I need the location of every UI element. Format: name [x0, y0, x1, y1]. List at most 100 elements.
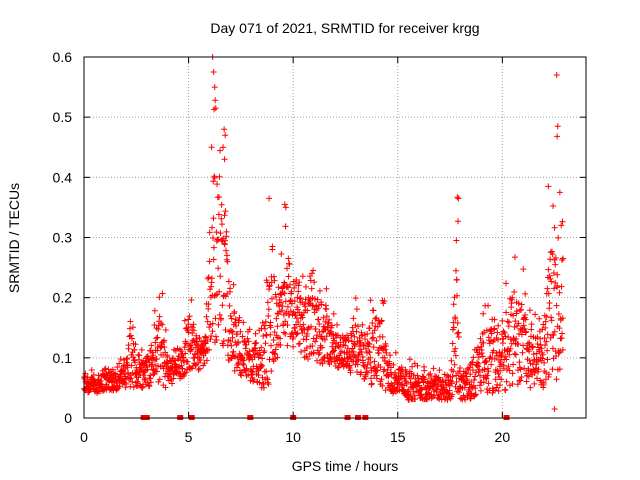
data-point	[185, 329, 192, 336]
data-point	[407, 390, 414, 397]
data-point-outlier	[266, 195, 273, 202]
data-point	[360, 341, 367, 348]
data-point	[559, 218, 566, 225]
data-point	[226, 302, 233, 309]
data-point	[503, 309, 510, 316]
data-point	[209, 235, 216, 242]
data-point	[269, 243, 276, 250]
data-point	[150, 371, 157, 378]
data-point	[558, 257, 565, 264]
data-point	[271, 329, 278, 336]
data-point	[484, 385, 491, 392]
data-point	[190, 327, 197, 334]
data-point	[284, 265, 291, 272]
data-point	[551, 224, 558, 231]
data-point	[453, 379, 460, 386]
data-point	[329, 343, 336, 350]
data-point	[210, 178, 217, 185]
data-point	[559, 315, 566, 322]
data-point	[502, 387, 509, 394]
data-point	[498, 361, 505, 368]
data-point	[273, 315, 280, 322]
data-point-outlier	[545, 183, 552, 190]
data-point-outlier	[221, 156, 228, 163]
axis-ticks	[83, 56, 586, 419]
data-point	[335, 364, 342, 371]
data-point	[485, 380, 492, 387]
data-point	[423, 386, 430, 393]
data-point	[500, 328, 507, 335]
data-point	[512, 351, 519, 358]
data-point	[553, 376, 560, 383]
data-point-outlier	[551, 405, 558, 412]
data-point	[514, 381, 521, 388]
data-point	[559, 330, 566, 337]
data-point	[81, 373, 88, 380]
data-point	[471, 392, 478, 399]
data-point	[502, 280, 509, 287]
data-point	[262, 325, 269, 332]
data-point	[483, 376, 490, 383]
data-point	[497, 367, 504, 374]
data-point	[330, 310, 337, 317]
data-point	[542, 342, 549, 349]
data-point	[382, 343, 389, 350]
data-point	[271, 350, 278, 357]
x-tick-label: 5	[185, 429, 193, 445]
data-point	[353, 328, 360, 335]
data-point	[288, 288, 295, 295]
data-point	[302, 296, 309, 303]
data-point	[449, 340, 456, 347]
data-point-outlier	[453, 237, 460, 244]
data-point	[545, 266, 552, 273]
data-point	[323, 313, 330, 320]
data-point	[267, 331, 274, 338]
data-point	[511, 350, 518, 357]
data-point	[427, 370, 434, 377]
data-point	[204, 338, 211, 345]
data-point	[503, 378, 510, 385]
data-point	[197, 356, 204, 363]
data-point	[284, 303, 291, 310]
data-point	[178, 348, 185, 355]
data-point	[189, 330, 196, 337]
data-point	[218, 315, 225, 322]
data-point	[324, 324, 331, 331]
data-point	[125, 342, 132, 349]
data-point	[132, 359, 139, 366]
data-point-outlier	[554, 123, 561, 130]
data-point	[412, 396, 419, 403]
x-tick-label: 20	[495, 429, 511, 445]
data-point	[517, 366, 524, 373]
data-point	[379, 333, 386, 340]
data-point	[308, 285, 315, 292]
data-point	[228, 315, 235, 322]
data-point	[213, 336, 220, 343]
data-point	[546, 272, 553, 279]
data-point	[268, 367, 275, 374]
data-point	[216, 173, 223, 180]
data-point	[414, 372, 421, 379]
data-point	[537, 335, 544, 342]
data-point	[345, 337, 352, 344]
data-point	[328, 322, 335, 329]
data-point	[530, 351, 537, 358]
data-point	[481, 366, 488, 373]
data-point	[449, 391, 456, 398]
data-point	[196, 365, 203, 372]
data-point	[472, 391, 479, 398]
data-point	[212, 315, 219, 322]
data-point	[178, 362, 185, 369]
y-tick-label: 0.2	[53, 290, 73, 306]
data-point	[551, 285, 558, 292]
data-point	[284, 322, 291, 329]
data-point	[216, 194, 223, 201]
data-point	[403, 380, 410, 387]
data-point	[315, 302, 322, 309]
data-point	[116, 383, 123, 390]
data-point	[334, 321, 341, 328]
data-point	[451, 361, 458, 368]
data-point	[551, 328, 558, 335]
data-point	[550, 203, 557, 210]
data-point	[274, 354, 281, 361]
